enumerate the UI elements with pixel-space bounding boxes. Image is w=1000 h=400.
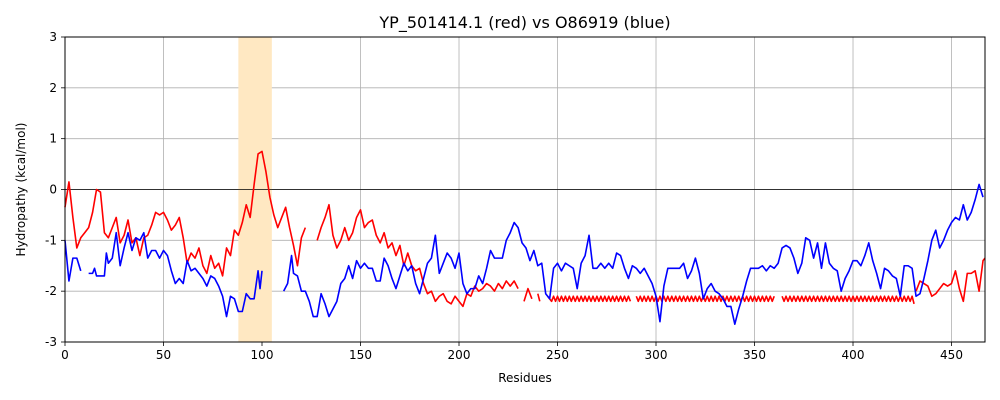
series-line xyxy=(282,183,984,326)
x-tick-label: 250 xyxy=(546,348,569,362)
y-tick-label: 0 xyxy=(49,183,57,197)
y-tick-label: 3 xyxy=(49,30,57,44)
y-tick-label: 2 xyxy=(49,81,57,95)
series-line xyxy=(523,287,533,302)
x-tick-label: 50 xyxy=(156,348,171,362)
series-line xyxy=(316,203,519,308)
series-line xyxy=(537,293,541,302)
x-tick-label: 150 xyxy=(349,348,372,362)
x-tick-label: 450 xyxy=(940,348,963,362)
x-tick-label: 350 xyxy=(743,348,766,362)
series-layer xyxy=(64,150,986,326)
x-tick-label: 0 xyxy=(61,348,69,362)
x-tick-label: 200 xyxy=(448,348,471,362)
x-tick-label: 300 xyxy=(645,348,668,362)
x-tick-label: 400 xyxy=(842,348,865,362)
series-line xyxy=(547,295,632,303)
series-line xyxy=(88,231,263,318)
y-tick-label: -2 xyxy=(45,284,57,298)
x-tick-label: 100 xyxy=(251,348,274,362)
y-tick-label: -1 xyxy=(45,233,57,247)
y-axis-label: Hydropathy (kcal/mol) xyxy=(14,123,28,257)
y-tick-label: 1 xyxy=(49,132,57,146)
y-tick-label: -3 xyxy=(45,335,57,349)
series-red xyxy=(64,150,986,308)
x-axis-label: Residues xyxy=(498,371,552,385)
series-blue xyxy=(64,183,984,326)
series-line xyxy=(635,295,775,303)
chart-title: YP_501414.1 (red) vs O86919 (blue) xyxy=(378,13,670,33)
series-line xyxy=(64,150,307,277)
series-line xyxy=(915,257,986,303)
series-line xyxy=(64,240,82,282)
series-line xyxy=(781,295,915,305)
ticks: 0 50 100 150 200 250 300 350 400 450 -3 -2 -1 0 1 2 3 xyxy=(45,30,963,362)
